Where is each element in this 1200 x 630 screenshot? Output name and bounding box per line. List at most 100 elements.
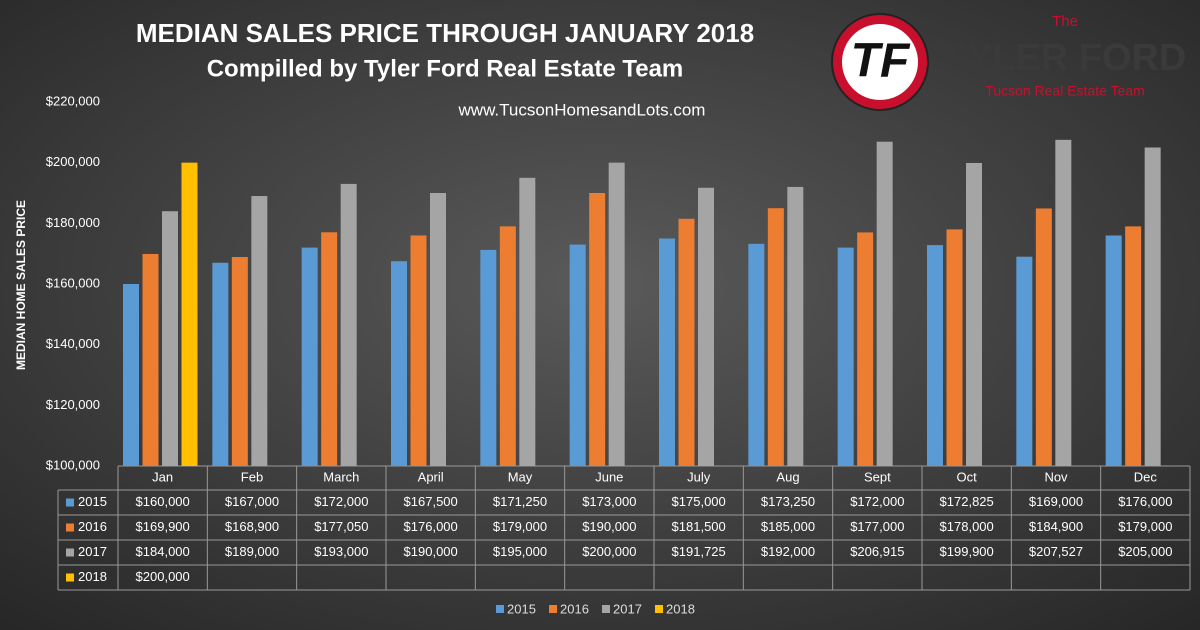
bar: [1035, 208, 1052, 466]
table-legend-key: [66, 523, 74, 532]
table-legend-key: [66, 548, 74, 557]
y-tick-label: $160,000: [46, 275, 100, 290]
legend-key: [655, 605, 663, 613]
bar: [569, 244, 586, 466]
table-cell: $175,000: [672, 494, 726, 509]
table-cell: $200,000: [582, 544, 636, 559]
bar: [966, 162, 982, 466]
bar: [589, 193, 606, 466]
table-cell: $168,900: [225, 519, 279, 534]
bar: [162, 211, 178, 466]
table-cell: $179,000: [493, 519, 547, 534]
bar: [301, 247, 318, 466]
x-tick-label: May: [508, 469, 533, 484]
bar: [659, 238, 675, 466]
x-tick-label: Sept: [864, 469, 891, 484]
legend-label: 2015: [507, 601, 536, 616]
table-cell: $176,000: [404, 519, 458, 534]
chart-subtitle: Compilled by Tyler Ford Real Estate Team: [207, 55, 684, 82]
bar: [499, 226, 516, 466]
y-tick-label: $120,000: [46, 397, 100, 412]
logo-inner: [842, 24, 918, 100]
y-tick-label: $220,000: [46, 93, 100, 108]
table-cell: $173,000: [582, 494, 636, 509]
legend-key: [496, 605, 504, 613]
bar: [678, 218, 695, 466]
bar: [181, 162, 198, 466]
table-cell: $169,000: [1029, 494, 1083, 509]
table-cell: $185,000: [761, 519, 815, 534]
table-cell: $184,000: [136, 544, 190, 559]
table-cell: $207,527: [1029, 544, 1083, 559]
legend-label: 2017: [613, 601, 642, 616]
logo-tagline: Tucson Real Estate Team: [985, 83, 1145, 99]
table-cell: $160,000: [136, 494, 190, 509]
y-tick-label: $200,000: [46, 154, 100, 169]
table-cell: $200,000: [136, 569, 190, 584]
x-tick-label: Feb: [241, 469, 263, 484]
bar: [340, 183, 357, 466]
table-row-label: 2017: [78, 544, 107, 559]
table-cell: $181,500: [672, 519, 726, 534]
bar: [946, 229, 963, 466]
table-cell: $172,825: [940, 494, 994, 509]
annotation: www.TucsonHomesandLots.com: [458, 100, 706, 119]
table-cell: $206,915: [850, 544, 904, 559]
legend-key: [549, 605, 557, 613]
legend-label: 2018: [666, 601, 695, 616]
table-cell: $167,500: [404, 494, 458, 509]
logo-top: The: [1052, 13, 1078, 30]
table-cell: $173,250: [761, 494, 815, 509]
y-axis-label: MEDIAN HOME SALES PRICE: [14, 200, 28, 370]
bar: [698, 187, 714, 466]
table-legend-key: [66, 573, 74, 582]
bar: [231, 257, 248, 466]
bar: [927, 245, 943, 466]
table-cell: $184,900: [1029, 519, 1083, 534]
x-tick-label: June: [595, 469, 623, 484]
x-tick-label: Jan: [152, 469, 173, 484]
bar: [1105, 235, 1122, 466]
x-tick-label: Oct: [957, 469, 978, 484]
table-cell: $191,725: [672, 544, 726, 559]
logo-mark: TF: [851, 35, 911, 88]
bar: [608, 162, 625, 466]
table-cell: $171,250: [493, 494, 547, 509]
x-tick-label: Dec: [1134, 469, 1158, 484]
legend-label: 2016: [560, 601, 589, 616]
table-cell: $179,000: [1118, 519, 1172, 534]
bar: [748, 243, 765, 466]
bar: [519, 177, 536, 467]
table-row-label: 2016: [78, 519, 107, 534]
bar: [251, 196, 268, 467]
x-tick-label: March: [323, 469, 359, 484]
table-cell: $205,000: [1118, 544, 1172, 559]
chart-title: MEDIAN SALES PRICE THROUGH JANUARY 2018: [136, 18, 754, 48]
table-cell: $195,000: [493, 544, 547, 559]
bar: [767, 208, 784, 466]
x-tick-label: Aug: [776, 469, 799, 484]
bar: [1144, 147, 1161, 466]
table-cell: $190,000: [582, 519, 636, 534]
table-cell: $169,900: [136, 519, 190, 534]
bar: [1055, 139, 1072, 466]
table-cell: $167,000: [225, 494, 279, 509]
bar: [212, 262, 229, 466]
table-row-label: 2015: [78, 494, 107, 509]
legend-key: [602, 605, 610, 613]
bar: [876, 141, 893, 466]
bar: [1125, 226, 1142, 466]
table-cell: $189,000: [225, 544, 279, 559]
table-cell: $172,000: [850, 494, 904, 509]
table-cell: $177,050: [314, 519, 368, 534]
table-cell: $199,900: [940, 544, 994, 559]
table-legend-key: [66, 498, 74, 507]
y-tick-label: $100,000: [46, 457, 100, 472]
table-cell: $193,000: [314, 544, 368, 559]
table-cell: $192,000: [761, 544, 815, 559]
bar: [857, 232, 874, 466]
bar: [787, 186, 804, 466]
table-cell: $176,000: [1118, 494, 1172, 509]
table-cell: $178,000: [940, 519, 994, 534]
